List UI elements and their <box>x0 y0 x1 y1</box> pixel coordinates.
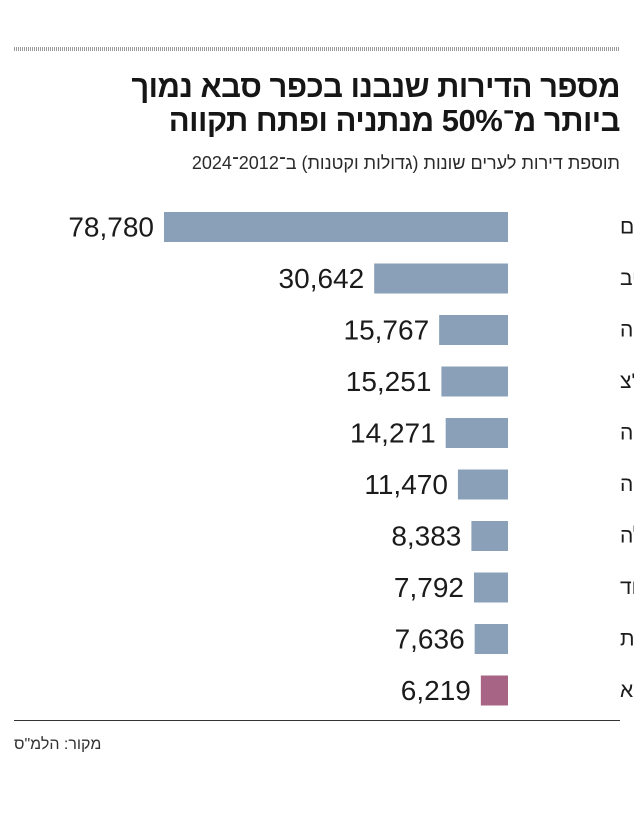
bar-4 <box>441 366 508 397</box>
chart-title-line-2: ביותר מ־50% מנתניה ופתח תקווה <box>168 103 621 138</box>
category-label-6: חיפה <box>620 473 634 496</box>
value-label-2: 30,642 <box>279 263 365 294</box>
value-label-6: 11,470 <box>364 469 448 500</box>
category-label-3: פתח תקווה <box>620 319 634 342</box>
category-label-7: עפולה <box>620 525 634 548</box>
value-label-5: 14,271 <box>350 418 436 449</box>
bar-6 <box>457 469 508 500</box>
category-label-5: נתניה <box>620 422 634 445</box>
bar-8 <box>473 572 508 603</box>
value-label-1: 78,780 <box>68 212 154 243</box>
chart-title: מספר הדירות שנבנו בכפר סבא נמוך ביותר מ־… <box>14 70 620 138</box>
bar-1 <box>164 212 508 242</box>
value-label-10: 6,219 <box>401 675 471 706</box>
category-label-8: אשדוד <box>620 576 634 599</box>
bar-7 <box>471 521 508 551</box>
value-label-7: 8,383 <box>391 521 461 552</box>
value-label-9: 7,636 <box>395 624 465 655</box>
bar-9 <box>474 624 508 654</box>
value-label-4: 15,251 <box>346 366 432 397</box>
category-label-2: תל אביב <box>620 267 634 290</box>
category-label-10: כפר סבא <box>620 679 634 702</box>
bar-3 <box>439 315 508 345</box>
chart-subtitle: תוספת דירות לערים שונות (גדולות וקטנות) … <box>191 153 620 173</box>
bar-10 <box>480 675 508 706</box>
bar-5 <box>445 418 508 448</box>
category-label-9: קרית גת <box>620 628 634 651</box>
bottom-divider <box>14 720 620 721</box>
bar-2 <box>374 263 508 294</box>
top-divider <box>14 47 620 51</box>
category-label-4: ראשל"צ <box>620 370 634 393</box>
value-label-8: 7,792 <box>394 572 464 603</box>
source-note: מקור: הלמ"ס <box>14 736 102 753</box>
value-label-3: 15,767 <box>344 315 430 346</box>
chart-title-line-1: מספר הדירות שנבנו בכפר סבא נמוך <box>131 69 620 104</box>
category-label-1: ירושלים <box>620 216 634 239</box>
